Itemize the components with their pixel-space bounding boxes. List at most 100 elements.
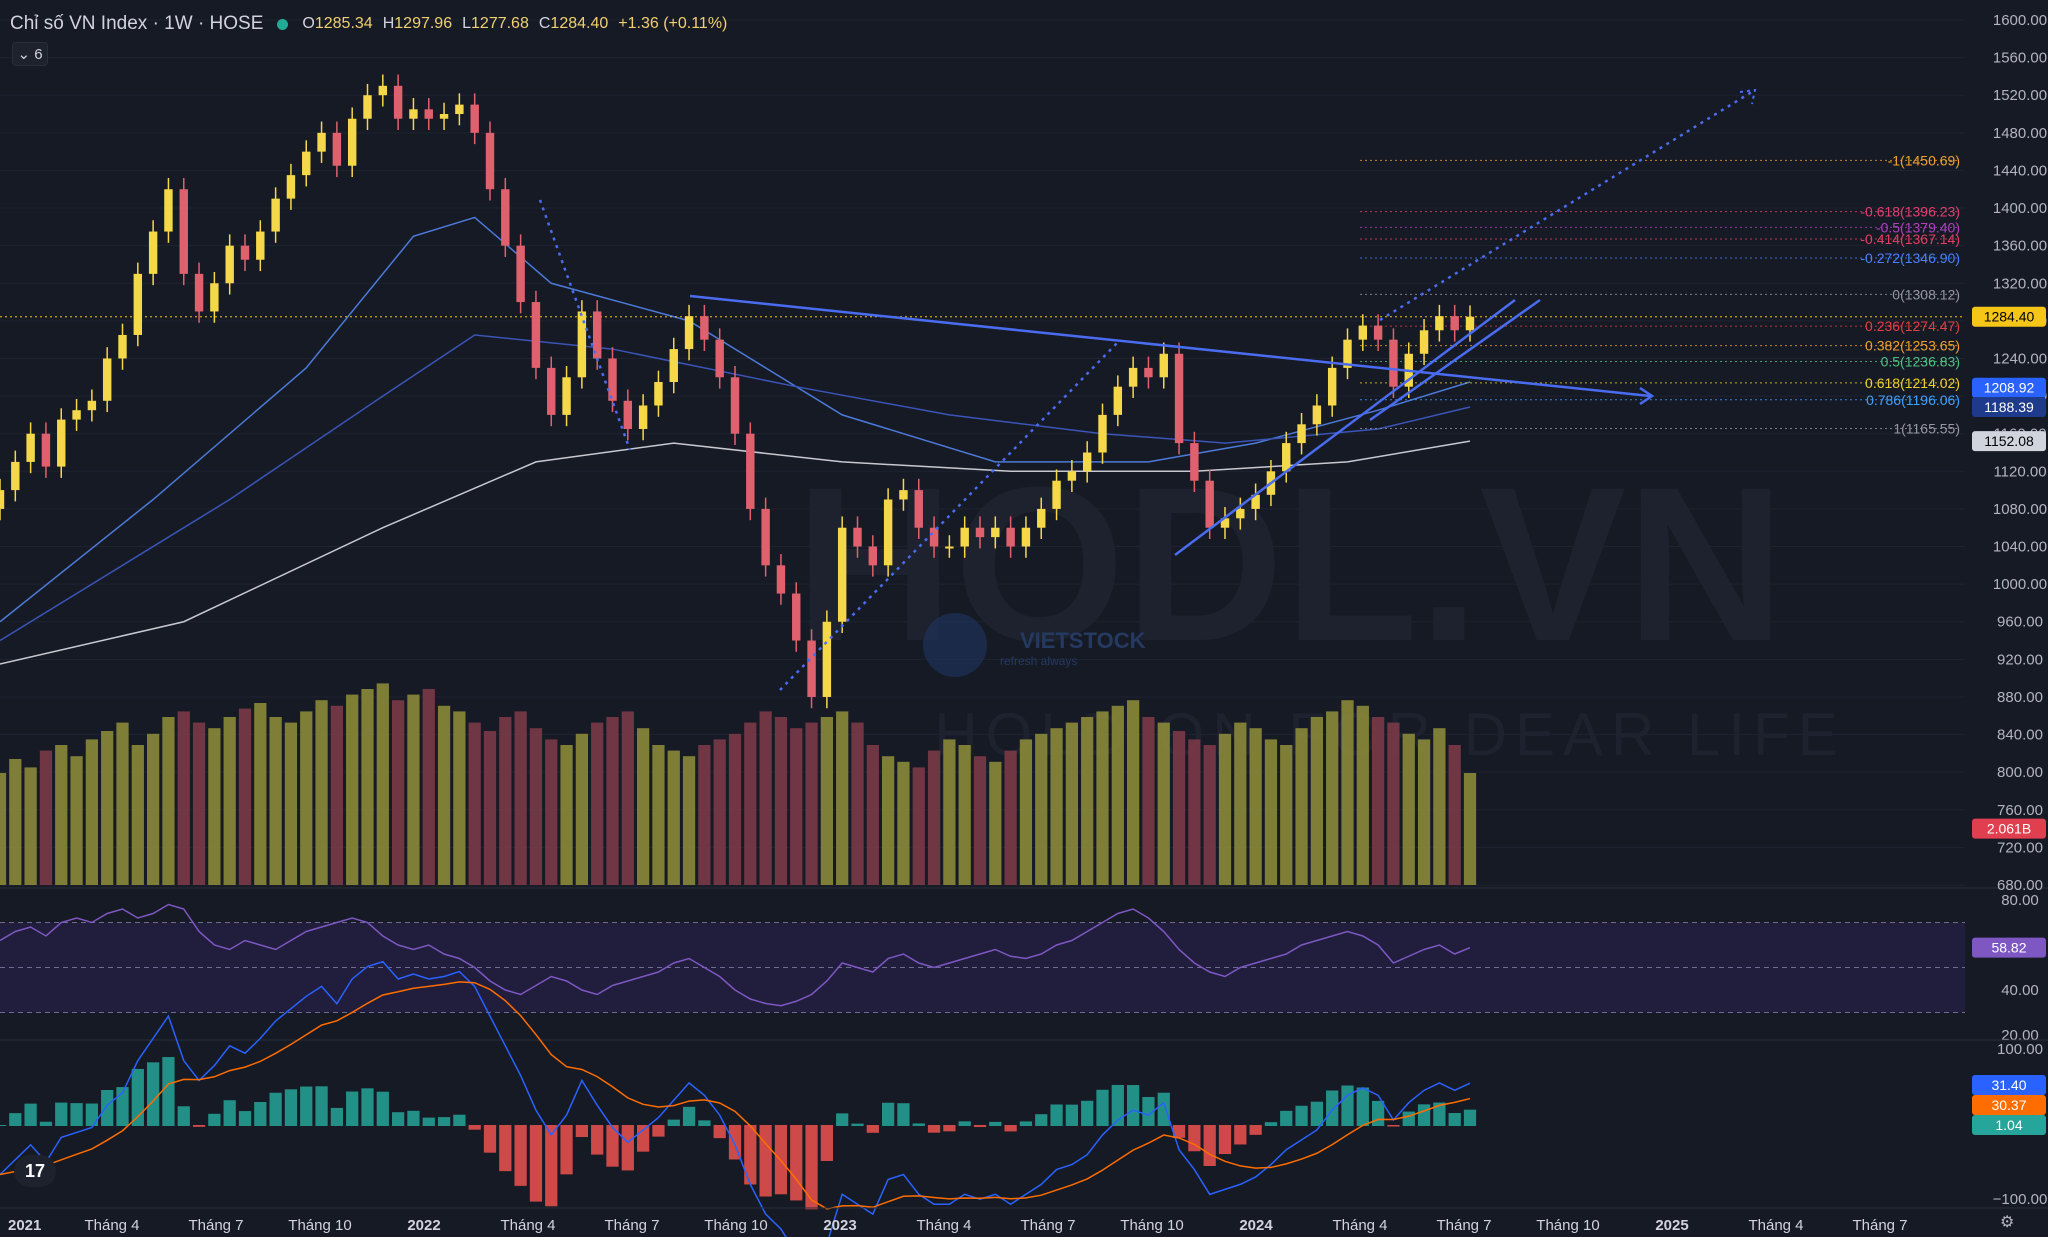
- macd-histogram-bar: [805, 1125, 818, 1210]
- candle-body: [1067, 471, 1077, 481]
- macd-histogram-bar: [468, 1125, 481, 1130]
- price-tag: [1972, 431, 2046, 452]
- macd-histogram-bar: [973, 1125, 987, 1128]
- macd-histogram-bar: [346, 1091, 359, 1126]
- watermark-vietstock-sub: refresh always: [1000, 654, 1077, 668]
- macd-value-label: 30.37: [1991, 1097, 2026, 1113]
- macd-histogram-bar: [1402, 1111, 1415, 1126]
- tradingview-logo[interactable]: 17: [14, 1155, 56, 1187]
- volume-bar: [392, 700, 405, 885]
- time-tick-label: 2023: [823, 1217, 856, 1234]
- candle-body: [317, 132, 326, 152]
- price-tick-label: 1080.00: [1993, 501, 2047, 518]
- volume-bar: [1234, 722, 1247, 885]
- watermark-vietstock: VIETSTOCK: [1020, 628, 1146, 653]
- volume-bar: [1157, 722, 1170, 885]
- volume-bar: [728, 733, 742, 885]
- macd-histogram-bar: [912, 1123, 925, 1126]
- candle-body: [945, 546, 954, 549]
- volume-bar: [1433, 728, 1446, 885]
- macd-histogram-bar: [560, 1125, 573, 1175]
- candle-body: [1220, 518, 1230, 528]
- volume-bar: [851, 722, 864, 885]
- candle-body: [822, 621, 832, 697]
- time-tick-label: Tháng 10: [288, 1217, 351, 1234]
- candle-body: [378, 85, 388, 96]
- macd-histogram-bar: [1463, 1109, 1477, 1126]
- price-tick-label: 1360.00: [1993, 238, 2047, 255]
- candle-body: [1113, 386, 1123, 415]
- volume-bar: [866, 745, 879, 885]
- candle-body: [302, 151, 311, 176]
- price-tag-label: 1284.40: [1984, 309, 2035, 325]
- time-tick-label: 2021: [8, 1217, 41, 1234]
- candle-body: [684, 316, 694, 350]
- volume-bar: [85, 739, 98, 885]
- candle-body: [1128, 367, 1138, 387]
- volume-bar: [39, 750, 53, 885]
- macd-histogram-bar: [1234, 1125, 1247, 1145]
- indicator-collapse-button[interactable]: ⌄ 6: [12, 42, 48, 66]
- macd-histogram-bar: [989, 1121, 1002, 1126]
- macd-histogram-bar: [1448, 1112, 1461, 1126]
- macd-histogram-bar: [958, 1121, 971, 1126]
- time-tick-label: Tháng 7: [1436, 1217, 1491, 1234]
- volume-bar: [361, 689, 374, 885]
- candle-body: [1037, 508, 1046, 528]
- macd-histogram-bar: [1326, 1090, 1339, 1126]
- candle-body: [102, 358, 112, 401]
- candle-body: [1251, 494, 1260, 509]
- projection-dotted: [1379, 88, 1756, 322]
- price-tick-label: 1600.00: [1993, 12, 2047, 29]
- ohlc-high: H1297.96: [382, 15, 453, 32]
- candle-body: [11, 461, 20, 491]
- candle-body: [1236, 508, 1245, 519]
- macd-value-tag: [1972, 1075, 2046, 1095]
- volume-bar: [1264, 739, 1278, 885]
- fib-level-label: 0.236(1274.47): [1865, 318, 1960, 334]
- macd-histogram-bar: [9, 1113, 22, 1126]
- fib-level-label: -0.414(1367.14): [1860, 231, 1960, 247]
- fib-level-label: 0.382(1253.65): [1865, 338, 1960, 354]
- candle-body: [1358, 325, 1368, 340]
- candle-body: [393, 85, 403, 119]
- candle-body: [1174, 353, 1184, 444]
- macd-histogram-bar: [529, 1125, 543, 1202]
- candlesticks: [0, 74, 1475, 709]
- high-value: 1297.96: [394, 15, 453, 32]
- time-tick-label: Tháng 10: [704, 1217, 767, 1234]
- macd-histogram-bar: [131, 1068, 144, 1126]
- candle-body: [41, 433, 51, 467]
- volume-bars: [0, 683, 1477, 885]
- volume-bar: [759, 711, 772, 885]
- macd-histogram-bar: [1356, 1087, 1369, 1126]
- volume-bar: [315, 700, 328, 885]
- symbol-title[interactable]: Chỉ số VN Index · 1W · HOSE: [10, 13, 264, 34]
- volume-bar: [836, 711, 849, 885]
- candle-body: [179, 189, 188, 274]
- settings-gear-icon[interactable]: ⚙: [2000, 1214, 2015, 1231]
- volume-bar: [927, 750, 941, 885]
- trend-drawings: [538, 88, 1757, 691]
- macd-histogram-bar: [713, 1125, 726, 1139]
- candle-body: [562, 377, 571, 415]
- volume-bar: [1142, 717, 1155, 885]
- macd-histogram-bar: [192, 1125, 206, 1127]
- candle-body: [868, 546, 878, 566]
- fibonacci-levels: -1(1450.69)-0.618(1396.23)-0.5(1379.40)-…: [0, 152, 1965, 436]
- volume-bar: [606, 717, 619, 885]
- arrow-head-icon: [1639, 386, 1655, 406]
- volume-bar: [1065, 722, 1078, 885]
- time-tick-label: 2024: [1239, 1217, 1273, 1234]
- volume-bar: [667, 750, 680, 885]
- macd-histogram-bar: [606, 1125, 619, 1167]
- macd-histogram-bar: [545, 1125, 558, 1207]
- candle-body: [1282, 443, 1291, 472]
- macd-histogram-bar: [621, 1125, 634, 1171]
- market-status-icon: [277, 18, 289, 30]
- fib-level-label: 0(1308.12): [1892, 286, 1960, 302]
- volume-bar: [1402, 733, 1415, 885]
- price-tick-label: 960.00: [1997, 614, 2043, 631]
- volume-bar: [958, 745, 971, 885]
